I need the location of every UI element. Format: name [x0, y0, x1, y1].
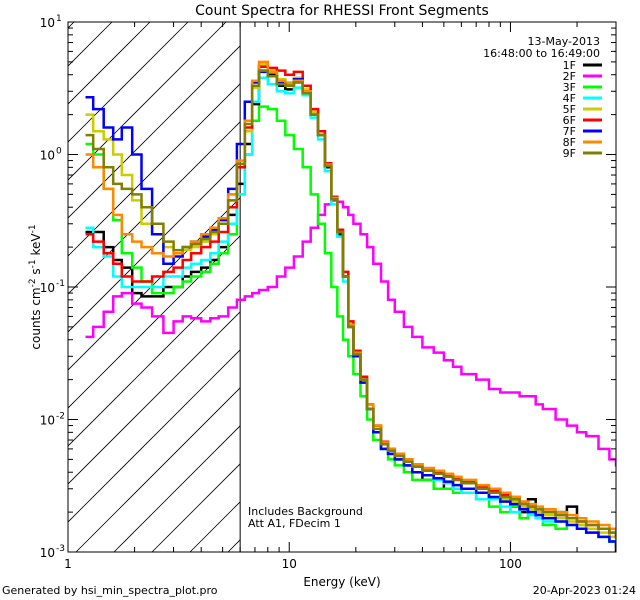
y-tick-exponent: -3 — [56, 544, 65, 554]
series-group — [85, 60, 616, 552]
hatch-line — [68, 235, 241, 409]
series-1F — [85, 69, 616, 552]
y-axis-label: counts cm-2 s-1 keV-1 — [28, 224, 43, 349]
legend-label-7F: 7F — [563, 125, 576, 138]
footer-generated-by: Generated by hsi_min_spectra_plot.pro — [2, 584, 218, 597]
y-tick-exponent: -2 — [56, 412, 65, 422]
y-tick-exponent: 0 — [56, 147, 62, 157]
y-tick-exponent: -1 — [56, 279, 65, 289]
series-9F — [85, 69, 616, 539]
series-6F — [85, 65, 616, 539]
hatch-line — [68, 159, 241, 333]
hatch-line — [304, 22, 640, 552]
legend-label-8F: 8F — [563, 136, 576, 149]
hatch-line — [68, 311, 241, 485]
series-4F — [85, 76, 616, 548]
legend-label-5F: 5F — [563, 103, 576, 116]
y-tick-label: 10 — [40, 149, 55, 163]
series-5F — [85, 62, 616, 543]
hatch-line — [68, 22, 227, 181]
y-tick-label: 10 — [40, 16, 55, 30]
annotation-attenuator: Att A1, FDecim 1 — [248, 517, 341, 530]
y-tick-label: 10 — [40, 414, 55, 428]
x-axis-label: Energy (keV) — [303, 575, 380, 589]
x-tick-label: 1 — [64, 557, 72, 571]
series-7F — [85, 70, 616, 548]
legend-label-2F: 2F — [563, 70, 576, 83]
x-tick-label: 100 — [499, 557, 522, 571]
hatch-line — [75, 387, 241, 552]
series-2F — [85, 199, 616, 467]
footer-timestamp: 20-Apr-2023 01:24 — [533, 584, 636, 597]
chart-title: Count Spectra for RHESSI Front Segments — [195, 3, 489, 19]
legend-time-range: 16:48:00 to 16:49:00 — [483, 47, 600, 60]
y-tick-label: 10 — [40, 546, 55, 560]
x-tick-label: 10 — [282, 557, 297, 571]
hatch-line — [68, 273, 241, 447]
y-tick-exponent: 1 — [56, 14, 62, 24]
legend-label-6F: 6F — [563, 114, 576, 127]
hatch-line — [68, 45, 241, 219]
hatch-line — [342, 22, 640, 552]
legend-label-3F: 3F — [563, 81, 576, 94]
legend-label-1F: 1F — [563, 59, 576, 72]
hatch-line — [68, 83, 241, 257]
legend-date: 13-May-2013 — [528, 35, 600, 48]
y-tick-label: 10 — [40, 281, 55, 295]
legend-label-9F: 9F — [563, 147, 576, 160]
hatch-line — [113, 425, 241, 552]
annotation-background: Includes Background — [248, 505, 363, 518]
hatch-line — [68, 349, 241, 523]
legend-label-4F: 4F — [563, 92, 576, 105]
hatched-region — [68, 22, 640, 552]
